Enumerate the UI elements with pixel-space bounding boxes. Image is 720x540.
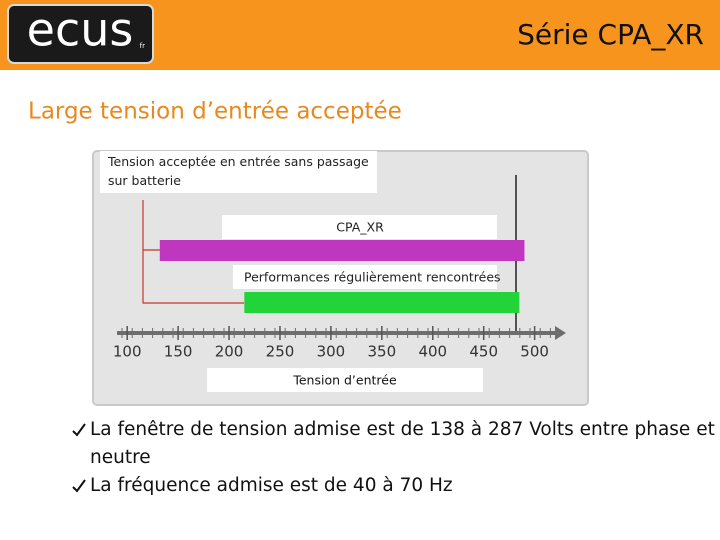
bullet-list: La fenêtre de tension admise est de 138 … bbox=[72, 416, 720, 500]
bar bbox=[159, 240, 525, 261]
bar-label-box bbox=[233, 265, 497, 289]
connector bbox=[142, 200, 244, 304]
x-tick-label: 250 bbox=[266, 343, 295, 361]
bullet: La fenêtre de tension admise est de 138 … bbox=[72, 416, 720, 472]
chart: Tension acceptée en entrée sans passage s… bbox=[100, 151, 566, 392]
annotation: Tension acceptée en entrée sans passage s… bbox=[107, 154, 369, 188]
xlabel-box bbox=[207, 368, 483, 392]
logo-text: ecus bbox=[27, 3, 134, 57]
slide-title: Série CPA_XR bbox=[517, 18, 704, 51]
bullet-text: La fréquence admise est de 40 à 70 Hz bbox=[90, 475, 453, 496]
x-tick-label: 100 bbox=[113, 343, 142, 361]
x-tick-label: 400 bbox=[418, 343, 447, 361]
x-axis-label: Tension d’entrée bbox=[292, 373, 397, 388]
check-icon bbox=[72, 479, 86, 493]
x-tick-label: 150 bbox=[164, 343, 193, 361]
bar bbox=[244, 292, 520, 313]
x-tick-label: 350 bbox=[368, 343, 397, 361]
slide-heading: Large tension d’entrée acceptée bbox=[28, 99, 402, 125]
bullet: La fréquence admise est de 40 à 70 Hz bbox=[72, 472, 720, 500]
bar-label: Performances régulièrement rencontrées bbox=[244, 270, 501, 285]
bullet-text: La fenêtre de tension admise est de 138 … bbox=[90, 419, 715, 468]
annotation-box bbox=[100, 151, 377, 193]
x-tick-label: 300 bbox=[317, 343, 346, 361]
x-tick-label: 450 bbox=[469, 343, 498, 361]
logo-suffix: fr bbox=[140, 42, 145, 50]
axis-arrow bbox=[555, 326, 566, 340]
logo-box bbox=[7, 4, 154, 64]
bar-label-box bbox=[222, 215, 497, 239]
bar-label: CPA_XR bbox=[336, 220, 384, 235]
x-tick-label: 500 bbox=[520, 343, 549, 361]
x-tick-label: 200 bbox=[215, 343, 244, 361]
check-icon bbox=[72, 423, 86, 437]
